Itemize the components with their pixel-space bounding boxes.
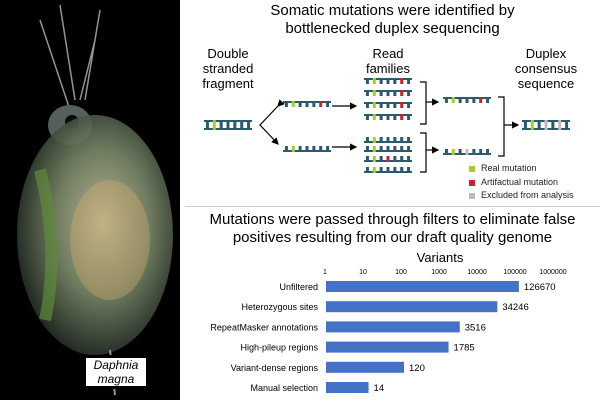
- value-label: 120: [409, 363, 425, 374]
- category-label: Unfiltered: [279, 282, 318, 292]
- legend-swatch-excluded: [469, 193, 475, 199]
- title-line-2: bottlenecked duplex sequencing: [285, 20, 500, 37]
- top-panel-title: Somatic mutations were identified by bot…: [185, 2, 600, 38]
- dna-strand: [283, 146, 331, 152]
- bottom-panel-title: Mutations were passed through filters to…: [185, 211, 600, 247]
- value-label: 34246: [502, 302, 528, 313]
- legend-artifactual-mutation: Artifactual mutation: [481, 177, 559, 187]
- dna-strand: [364, 146, 412, 152]
- duplex-sequencing-diagram: [204, 78, 570, 173]
- label-line: stranded: [202, 61, 254, 76]
- label-line: Read: [372, 46, 404, 61]
- dna-strand: [364, 90, 412, 96]
- label-line: families: [365, 61, 411, 76]
- label-line: sequence: [517, 76, 575, 91]
- label-line: Duplex: [525, 46, 567, 61]
- fork-arrow: [259, 99, 285, 145]
- x-tick-label: 1000000: [539, 269, 566, 276]
- caption-species: magna: [97, 372, 135, 386]
- dna-strand: [204, 120, 252, 130]
- title-line-1: Somatic mutations were identified by: [270, 2, 515, 19]
- x-tick-label: 1: [323, 269, 327, 276]
- dna-strand: [364, 102, 412, 108]
- value-label: 1785: [454, 343, 475, 354]
- dna-strand: [443, 149, 491, 155]
- label-read-families: Read families: [355, 46, 421, 76]
- legend-swatch-real: [469, 166, 475, 172]
- label-double-stranded-fragment: Double stranded fragment: [196, 46, 260, 91]
- label-line: fragment: [202, 76, 254, 91]
- bar: [326, 321, 460, 333]
- dna-strand: [443, 97, 491, 103]
- category-label: Manual selection: [250, 383, 318, 393]
- x-tick-label: 10000: [467, 269, 487, 276]
- dna-strand: [283, 101, 331, 107]
- panel-divider: [185, 206, 600, 207]
- category-label: Variant-dense regions: [231, 363, 319, 373]
- x-tick-label: 10: [359, 269, 367, 276]
- daphnia-photo: [0, 0, 180, 400]
- category-label: RepeatMasker annotations: [210, 322, 318, 332]
- legend-real-mutation: Real mutation: [481, 163, 537, 173]
- bar: [326, 301, 498, 313]
- value-label: 14: [374, 383, 385, 394]
- title-line-2: positives resulting from our draft quali…: [232, 229, 553, 246]
- label-duplex-consensus: Duplex consensus sequence: [510, 46, 582, 91]
- bar: [326, 341, 449, 353]
- dna-strand: [364, 137, 412, 143]
- value-label: 126670: [524, 282, 556, 293]
- x-tick-label: 100000: [503, 269, 526, 276]
- bracket: [420, 81, 427, 125]
- bracket: [420, 132, 427, 173]
- bar: [326, 382, 369, 393]
- species-caption: Daphnia magna: [86, 358, 146, 386]
- legend-excluded: Excluded from analysis: [481, 190, 574, 200]
- bracket: [498, 96, 505, 157]
- arrows: [259, 81, 520, 173]
- bar: [326, 281, 519, 292]
- title-line-1: Mutations were passed through filters to…: [209, 211, 576, 228]
- dna-strand: [364, 167, 412, 173]
- dna-strand: [364, 78, 412, 84]
- bar: [326, 361, 405, 373]
- label-line: consensus: [514, 61, 578, 76]
- category-label: High-pileup regions: [240, 343, 318, 353]
- legend-swatch-artifactual: [469, 180, 475, 186]
- x-tick-label: 100: [395, 269, 407, 276]
- caption-genus: Daphnia: [93, 358, 139, 372]
- dna-strand: [364, 114, 412, 120]
- dna-strand: [522, 120, 570, 130]
- chart-title: Variants: [417, 250, 464, 265]
- label-line: Double: [207, 46, 249, 61]
- x-tick-label: 1000: [431, 269, 447, 276]
- value-label: 3516: [465, 322, 486, 333]
- category-label: Heterozygous sites: [241, 302, 318, 312]
- dna-strand: [364, 156, 412, 162]
